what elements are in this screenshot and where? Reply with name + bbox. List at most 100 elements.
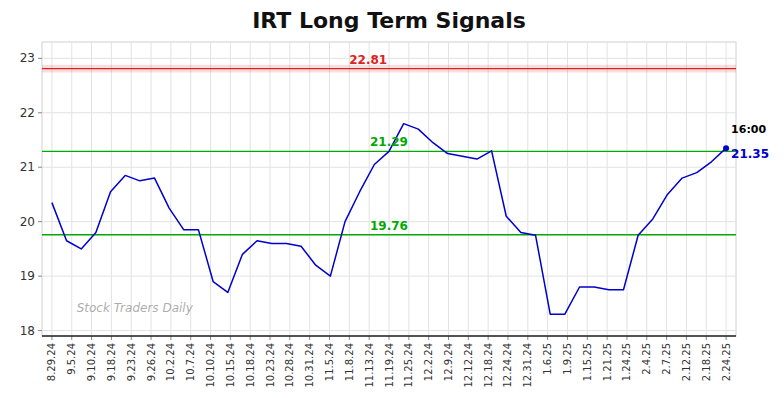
x-tick-label: 2.7.25 xyxy=(661,343,672,375)
x-tick-label: 9.18.24 xyxy=(106,343,117,381)
x-grid-line xyxy=(349,42,350,336)
grid xyxy=(42,42,736,336)
x-grid-line xyxy=(131,42,132,336)
x-tick-label: 2.24.25 xyxy=(721,343,732,381)
watermark: Stock Traders Daily xyxy=(77,301,194,315)
x-tick-label: 9.10.24 xyxy=(86,343,97,381)
x-grid-line xyxy=(587,42,588,336)
x-grid-line xyxy=(71,42,72,336)
x-axis-line xyxy=(42,335,736,337)
x-grid-line xyxy=(666,42,667,336)
chart-title: IRT Long Term Signals xyxy=(252,8,526,33)
x-tick-label: 1.21.25 xyxy=(602,343,613,381)
x-grid-line xyxy=(91,42,92,336)
y-tick xyxy=(38,330,42,331)
x-grid-line xyxy=(210,42,211,336)
price-line xyxy=(52,124,726,315)
x-grid-line xyxy=(448,42,449,336)
x-tick-label: 9.5.24 xyxy=(66,343,77,375)
y-tick-label: 22 xyxy=(20,106,35,120)
x-grid-line xyxy=(170,42,171,336)
x-tick-label: 11.25.24 xyxy=(403,343,414,388)
x-tick-label: 11.13.24 xyxy=(364,343,375,388)
reference-label: 19.76 xyxy=(370,219,408,233)
reference-band xyxy=(42,65,736,73)
y-tick xyxy=(38,221,42,222)
x-grid-line xyxy=(607,42,608,336)
axes: 18 19 20 21 22 23 8.29.24 9.5.24 9.10.24 9.18.24 9… xyxy=(20,51,736,387)
reference-label: 21.29 xyxy=(370,135,408,149)
x-grid-line xyxy=(527,42,528,336)
x-tick-label: 12.12.24 xyxy=(463,343,474,388)
y-tick xyxy=(38,167,42,168)
x-grid-line xyxy=(626,42,627,336)
x-tick-label: 11.5.24 xyxy=(324,343,335,381)
y-tick-label: 18 xyxy=(20,324,35,338)
x-tick-label: 10.7.24 xyxy=(185,343,196,381)
x-tick-label: 10.15.24 xyxy=(225,343,236,388)
x-grid-line xyxy=(408,42,409,336)
reference-line xyxy=(42,234,736,235)
x-tick-label: 2.18.25 xyxy=(701,343,712,381)
x-tick-label: 10.18.24 xyxy=(245,343,256,388)
x-tick-label: 1.24.25 xyxy=(621,343,632,381)
x-tick-label: 8.29.24 xyxy=(46,343,57,381)
reference-line xyxy=(42,68,736,69)
x-tick-label: 9.26.24 xyxy=(146,343,157,381)
x-grid-line xyxy=(428,42,429,336)
x-tick-label: 10.2.24 xyxy=(165,343,176,381)
x-grid-line xyxy=(289,42,290,336)
x-grid-line xyxy=(369,42,370,336)
y-tick-label: 19 xyxy=(20,269,35,283)
x-grid-line xyxy=(488,42,489,336)
x-tick-label: 2.4.25 xyxy=(641,343,652,375)
y-tick-label: 23 xyxy=(20,51,35,65)
x-grid-line xyxy=(190,42,191,336)
x-grid-line xyxy=(686,42,687,336)
x-tick-label: 12.2.24 xyxy=(423,343,434,381)
x-tick-label: 1.6.25 xyxy=(542,343,553,375)
x-tick-label: 12.24.24 xyxy=(502,343,513,388)
x-tick-label: 12.18.24 xyxy=(483,343,494,388)
x-grid-line xyxy=(567,42,568,336)
x-tick-label: 10.31.24 xyxy=(304,343,315,388)
x-tick-label: 1.15.25 xyxy=(582,343,593,381)
x-grid-line xyxy=(726,42,727,336)
last-point xyxy=(723,145,729,151)
x-tick-label: 11.19.24 xyxy=(384,343,395,388)
x-grid-line xyxy=(250,42,251,336)
x-grid-line xyxy=(270,42,271,336)
x-tick-label: 2.12.25 xyxy=(681,343,692,381)
x-grid-line xyxy=(51,42,52,336)
plot-marks xyxy=(42,65,736,314)
last-value-label: 21.35 xyxy=(731,147,769,161)
x-grid-line xyxy=(111,42,112,336)
y-tick xyxy=(38,58,42,59)
last-time: 16:00 xyxy=(731,123,766,136)
x-grid-line xyxy=(389,42,390,336)
x-grid-line xyxy=(230,42,231,336)
x-tick-label: 1.9.25 xyxy=(562,343,573,375)
reference-label: 22.81 xyxy=(349,53,387,67)
x-tick-label: 10.28.24 xyxy=(284,343,295,388)
x-grid-line xyxy=(468,42,469,336)
annotations: 22.81 21.29 19.76 16:00 21.35 Stock Traders D… xyxy=(77,53,769,316)
x-grid-line xyxy=(646,42,647,336)
x-grid-line xyxy=(151,42,152,336)
y-tick-label: 20 xyxy=(20,215,35,229)
chart: 18 19 20 21 22 23 8.29.24 9.5.24 9.10.24 9.18.24 9… xyxy=(0,0,784,398)
y-tick xyxy=(38,112,42,113)
x-tick-label: 10.23.24 xyxy=(265,343,276,388)
plot-frame xyxy=(42,42,736,336)
y-tick-label: 21 xyxy=(20,160,35,174)
y-tick xyxy=(38,276,42,277)
x-tick-label: 12.31.24 xyxy=(522,343,533,388)
x-tick-label: 9.23.24 xyxy=(126,343,137,381)
x-grid-line xyxy=(309,42,310,336)
x-grid-line xyxy=(329,42,330,336)
x-tick-label: 10.10.24 xyxy=(205,343,216,388)
x-grid-line xyxy=(547,42,548,336)
x-grid-line xyxy=(507,42,508,336)
x-tick-label: 11.8.24 xyxy=(344,343,355,381)
x-grid-line xyxy=(706,42,707,336)
